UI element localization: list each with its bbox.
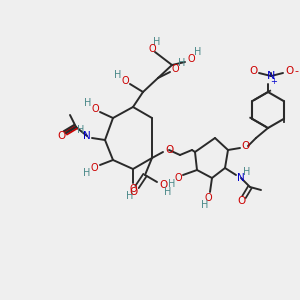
Text: H: H (114, 70, 122, 80)
Text: +: + (271, 76, 278, 85)
Text: N: N (237, 173, 245, 183)
Text: O: O (187, 54, 195, 64)
Text: O: O (91, 104, 99, 114)
Text: H: H (83, 168, 91, 178)
Text: H: H (84, 98, 92, 108)
Text: O: O (174, 173, 182, 183)
Text: O: O (285, 66, 293, 76)
Text: H: H (126, 191, 134, 201)
Text: O: O (121, 76, 129, 86)
Text: O: O (58, 131, 66, 141)
Text: H: H (194, 47, 202, 57)
Text: O: O (249, 66, 257, 76)
Text: H: H (153, 37, 161, 47)
Text: H: H (164, 187, 172, 197)
Text: O: O (159, 180, 167, 190)
Text: H: H (243, 167, 251, 177)
Text: N: N (267, 71, 275, 81)
Text: H: H (168, 179, 176, 189)
Text: H: H (77, 125, 85, 135)
Text: O: O (129, 184, 137, 194)
Text: O: O (204, 193, 212, 203)
Text: H: H (201, 200, 209, 210)
Text: O: O (171, 64, 179, 74)
Text: O: O (90, 163, 98, 173)
Text: N: N (83, 131, 91, 141)
Text: -: - (294, 66, 298, 76)
Text: O: O (237, 196, 245, 206)
Text: H: H (178, 58, 186, 68)
Text: O: O (165, 145, 173, 155)
Text: O: O (148, 44, 156, 54)
Text: O: O (242, 141, 250, 151)
Text: O: O (129, 187, 137, 197)
